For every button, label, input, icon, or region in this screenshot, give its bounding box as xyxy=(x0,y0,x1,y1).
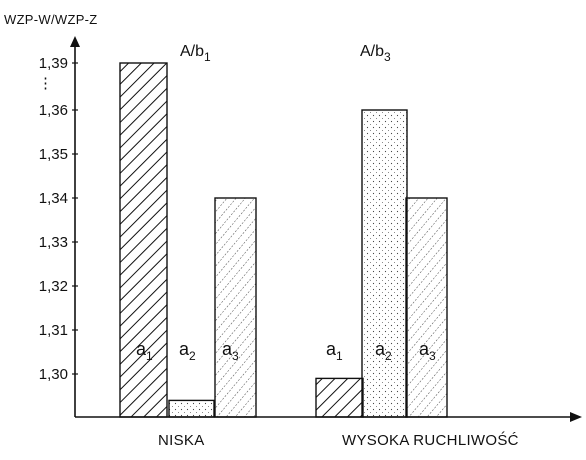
bar-label-a1: a1 xyxy=(136,339,153,363)
y-tick-label: 1,31 xyxy=(39,322,68,339)
bar-a1-group-1 xyxy=(119,62,168,418)
bar-label-a2: a2 xyxy=(375,339,392,363)
bar-label-a2: a2 xyxy=(179,339,196,363)
bar-a2-group-1 xyxy=(168,399,215,418)
bar-a3-group-2 xyxy=(405,197,448,418)
bar-a2-group-2 xyxy=(361,109,408,418)
group-title-1: A/b1 xyxy=(180,43,211,64)
y-tick-label: 1,33 xyxy=(39,234,68,251)
bar-a3-group-1 xyxy=(214,197,257,418)
bar-label-a3: a3 xyxy=(419,339,436,363)
y-axis-break-marker: ⋮ xyxy=(38,75,53,92)
y-axis-title: WZP-W/WZP-Z xyxy=(4,12,98,27)
category-label-wysoka: WYSOKA RUCHLIWOŚĆ xyxy=(342,431,519,449)
y-tick-label: 1,39 xyxy=(39,55,68,72)
bar-label-a1: a1 xyxy=(326,339,343,363)
y-tick-labels: 1,30 1,31 1,32 1,33 1,34 1,35 1,36 1,39 xyxy=(39,55,78,383)
category-label-niska: NISKA xyxy=(158,432,205,449)
y-tick-label: 1,32 xyxy=(39,278,68,295)
y-tick-label: 1,36 xyxy=(39,102,68,119)
y-tick-label: 1,35 xyxy=(39,146,68,163)
y-axis-arrow xyxy=(70,36,80,47)
y-tick-label: 1,34 xyxy=(39,190,68,207)
bar-labels: a1 a2 a3 a1 a2 a3 xyxy=(136,339,436,363)
bars xyxy=(119,62,448,418)
bar-label-a3: a3 xyxy=(222,339,239,363)
x-axis-arrow xyxy=(570,412,582,422)
y-tick-label: 1,30 xyxy=(39,366,68,383)
group-title-2: A/b3 xyxy=(360,43,391,64)
bar-a1-group-2 xyxy=(315,377,364,418)
